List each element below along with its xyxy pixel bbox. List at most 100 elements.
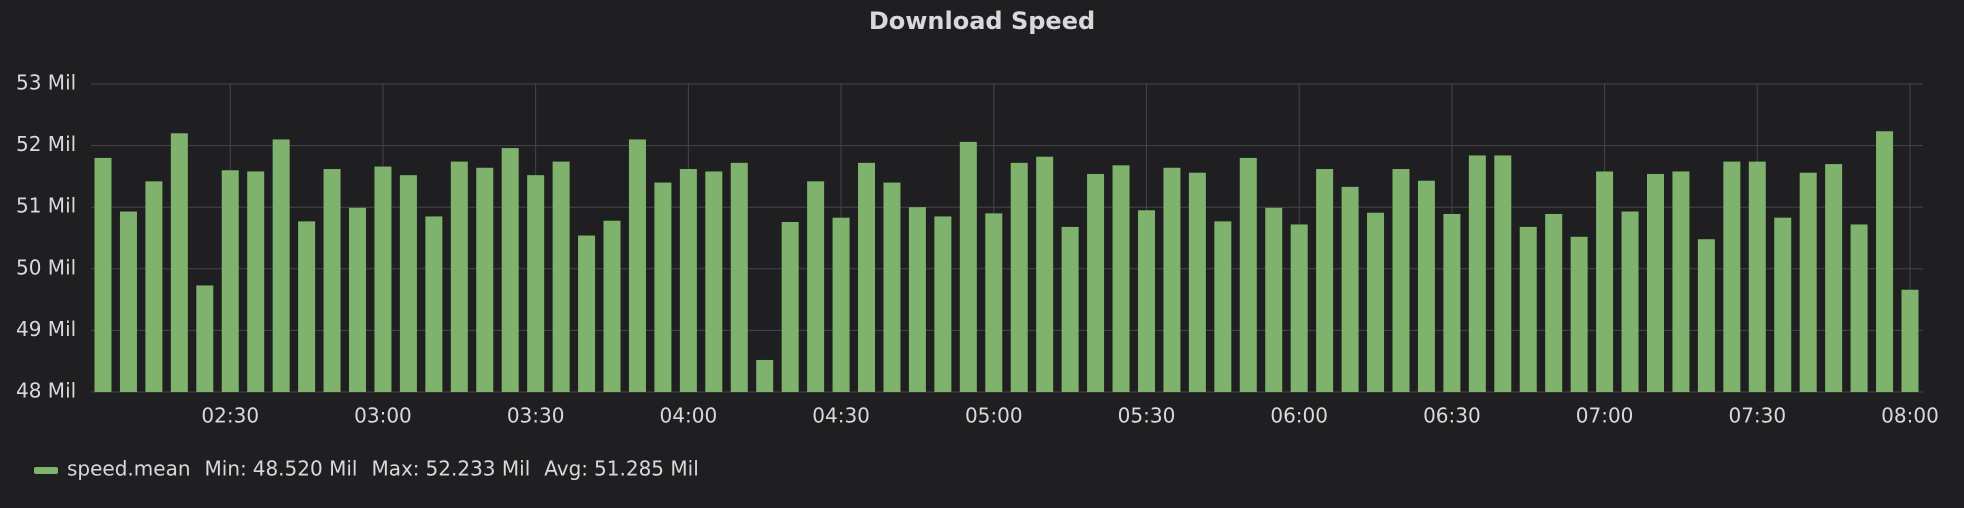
bar xyxy=(883,182,901,392)
bar xyxy=(170,133,188,392)
bar xyxy=(1036,156,1054,392)
bar xyxy=(1010,162,1028,392)
bar xyxy=(730,162,748,392)
y-tick-label: 53 Mil xyxy=(16,71,76,95)
bar xyxy=(1494,155,1512,392)
bar xyxy=(1570,236,1588,392)
x-tick-label: 07:00 xyxy=(1576,404,1634,428)
y-tick-label: 48 Mil xyxy=(16,379,76,403)
bar xyxy=(1672,171,1690,392)
legend-swatch xyxy=(34,467,58,474)
x-tick-label: 05:00 xyxy=(965,404,1023,428)
bar xyxy=(450,161,468,392)
x-tick-label: 03:00 xyxy=(354,404,412,428)
legend-label: speed.mean xyxy=(67,457,191,481)
bar xyxy=(1188,172,1206,392)
bar xyxy=(858,162,876,392)
bar xyxy=(1417,180,1435,392)
bar xyxy=(1825,164,1843,392)
bar xyxy=(1316,169,1334,392)
y-tick-label: 50 Mil xyxy=(16,255,76,279)
x-tick-label: 06:00 xyxy=(1270,404,1328,428)
bar xyxy=(1545,213,1563,392)
bar xyxy=(781,221,799,392)
bar xyxy=(1392,169,1410,392)
bar xyxy=(94,157,112,392)
x-tick-label: 07:30 xyxy=(1728,404,1786,428)
x-tick-label: 04:30 xyxy=(812,404,870,428)
bar xyxy=(1239,157,1257,392)
legend-stat-label: Min: xyxy=(205,457,247,481)
bar xyxy=(1265,207,1283,392)
bar xyxy=(247,171,265,392)
bar xyxy=(628,139,646,392)
bar xyxy=(1137,210,1155,392)
bar xyxy=(959,141,977,392)
bar xyxy=(1112,165,1130,392)
legend-stat-label: Max: xyxy=(371,457,419,481)
bar xyxy=(934,216,952,392)
bar xyxy=(1621,211,1639,392)
bar xyxy=(501,148,519,392)
legend-stat-label: Avg: xyxy=(544,457,588,481)
bar xyxy=(1748,161,1766,392)
bar xyxy=(1163,167,1181,392)
bar xyxy=(832,217,850,392)
bar xyxy=(349,207,367,392)
bar xyxy=(1341,186,1359,392)
bar xyxy=(1061,226,1079,392)
x-tick-label: 04:00 xyxy=(660,404,718,428)
bar xyxy=(1087,173,1105,392)
bar xyxy=(1774,217,1792,392)
bar xyxy=(272,139,290,392)
bar xyxy=(145,181,163,392)
bar xyxy=(323,169,341,392)
x-tick-label: 08:00 xyxy=(1881,404,1939,428)
y-tick-label: 52 Mil xyxy=(16,132,76,156)
bar xyxy=(705,171,723,392)
bar xyxy=(1214,221,1232,392)
bar xyxy=(578,235,596,392)
legend-stat-value: 51.285 Mil xyxy=(594,457,699,481)
bar xyxy=(374,166,392,392)
bar xyxy=(1443,213,1461,392)
bar xyxy=(119,211,137,392)
bar xyxy=(399,175,417,392)
legend-stat-value: 48.520 Mil xyxy=(253,457,358,481)
bar xyxy=(476,167,494,392)
bar xyxy=(679,169,697,392)
bar xyxy=(756,359,774,392)
bar xyxy=(1367,212,1385,392)
bar xyxy=(1799,172,1817,392)
x-tick-label: 05:30 xyxy=(1118,404,1176,428)
y-tick-label: 51 Mil xyxy=(16,194,76,218)
bar xyxy=(425,216,443,392)
bar xyxy=(603,220,621,392)
x-tick-label: 06:30 xyxy=(1423,404,1481,428)
bar xyxy=(527,175,545,392)
y-tick-label: 49 Mil xyxy=(16,317,76,341)
x-tick-label: 03:30 xyxy=(507,404,565,428)
bar xyxy=(196,285,214,392)
bar xyxy=(1596,171,1614,392)
bar xyxy=(985,213,1003,392)
bar xyxy=(1697,239,1715,392)
bar xyxy=(1901,289,1919,392)
legend-stat-value: 52.233 Mil xyxy=(426,457,531,481)
bar xyxy=(1646,173,1664,392)
bar xyxy=(1876,131,1894,392)
bar xyxy=(807,181,825,392)
bar xyxy=(1850,224,1868,392)
bar xyxy=(908,207,926,392)
x-tick-label: 02:30 xyxy=(201,404,259,428)
panel-title: Download Speed xyxy=(869,7,1095,35)
bar xyxy=(1468,155,1486,392)
bar xyxy=(1519,226,1537,392)
bar xyxy=(654,182,672,392)
bar xyxy=(552,161,570,392)
bar xyxy=(221,170,239,392)
bar xyxy=(298,221,316,392)
bar xyxy=(1723,161,1741,392)
